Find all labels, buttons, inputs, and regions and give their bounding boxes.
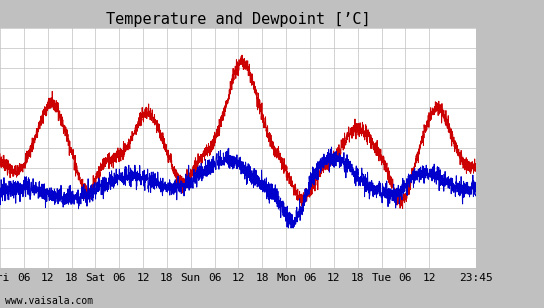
Text: www.vaisala.com: www.vaisala.com [5,297,94,306]
Title: Temperature and Dewpoint [’C]: Temperature and Dewpoint [’C] [106,12,370,26]
